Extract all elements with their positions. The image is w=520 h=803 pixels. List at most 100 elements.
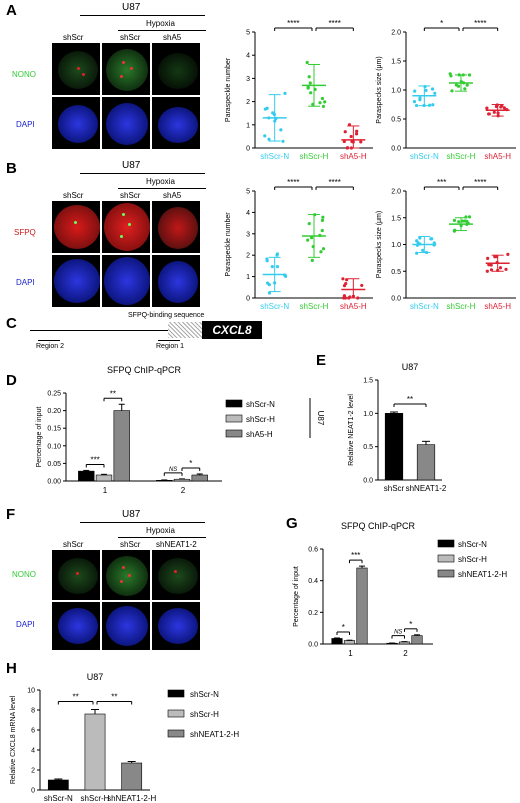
panel-f-cell-line-bar [80,522,205,523]
micrograph-dapi [152,602,200,650]
y-tick-label: 0.0 [391,296,401,303]
bar [411,635,423,645]
micrograph-nono [152,550,200,600]
data-point [506,252,510,256]
chart-title: U87 [87,672,104,682]
bar [84,713,106,791]
data-point [319,250,323,254]
data-point [421,248,425,252]
panel-b-row-label-sfpq: SFPQ [14,228,36,237]
data-point [416,241,420,245]
y-tick-label: 0.4 [308,578,318,585]
bar [416,444,436,481]
data-point [305,60,309,65]
x-tick-label: shA5-H [340,302,367,311]
significance-label: NS [394,630,402,636]
micrograph-dapi [152,255,200,307]
micrograph-nono [52,43,100,95]
micrograph-sfpq [102,201,150,253]
micrograph-dapi [52,602,100,650]
data-point [414,103,419,108]
data-point [267,137,271,141]
micrograph-nono [152,43,200,95]
x-tick-label: shScr-N [44,794,73,803]
bar [398,641,411,645]
y-tick-label: 1.0 [391,242,401,249]
significance-label: *** [437,178,446,187]
x-tick-label: shScr-H [447,152,476,161]
micrograph-dapi [52,97,100,149]
data-point [307,75,311,79]
micrograph-dapi [102,97,150,149]
chart-title: SFPQ ChIP-qPCR [341,521,416,531]
y-tick-label: 2.0 [391,189,401,196]
significance-label: * [409,620,412,629]
panel-a-col-label: shA5 [163,33,182,42]
y-tick-label: 4 [246,53,250,60]
x-tick-label: shScr [384,484,405,493]
legend-label: shScr-H [458,555,487,564]
y-tick-label: 0.0 [391,146,401,153]
panel-label-f: F [6,506,16,523]
y-tick-label: 2.0 [391,30,401,37]
data-point [343,130,347,134]
x-tick-label: shA5-H [340,152,367,161]
significance-label: **** [474,178,486,187]
legend-swatch [167,709,185,718]
y-axis-label: Relative CXCL8 mRNA level [10,695,17,784]
panel-b-col-label: shA5 [163,191,182,200]
panel-label-h: H [6,660,17,677]
data-point [350,139,354,144]
y-tick-label: 0.20 [47,408,61,415]
significance-label: **** [328,178,340,187]
data-point [359,140,363,144]
region1-label: Region 1 [156,343,185,350]
significance-label: * [342,623,345,632]
panel-f-row-label-nono: NONO [12,570,36,579]
y-tick-label: 0.00 [47,479,61,486]
y-tick-label: 3 [246,76,250,83]
binding-sequence-label: SFPQ-binding sequence [128,312,205,319]
data-point [306,238,310,242]
x-tick-label: 1 [348,649,353,658]
x-tick-label: shScr-H [447,302,476,311]
panel-label-c: C [6,315,17,332]
legend-swatch [437,569,455,578]
y-tick-label: 0.15 [47,426,61,433]
legend-swatch [437,539,455,548]
data-point [279,128,283,132]
legend-label: shNEAT1-2-H [458,570,507,579]
micrograph-sfpq [52,201,100,253]
data-point [449,74,453,78]
data-point [457,220,461,224]
legend-label: shNEAT1-2-H [190,730,239,739]
y-tick-label: 0.5 [391,269,401,276]
y-tick-label: 1 [246,122,250,129]
region2-bar [38,340,60,341]
bar [343,640,356,645]
y-tick-label: 10 [27,688,35,695]
x-tick-label: shScr-N [260,152,289,161]
data-point [307,221,311,226]
data-point [321,104,325,109]
significance-label: ** [407,395,413,404]
y-tick-label: 1.5 [363,378,373,385]
bar [384,413,404,481]
y-tick-label: 4 [246,210,250,217]
legend-label: shScr-N [190,690,219,699]
panel-b-cell-line-bar [80,173,205,174]
y-tick-label: 0.0 [363,478,373,485]
panel-a-hypoxia-bar [118,30,206,31]
data-point [431,103,435,107]
legend-swatch [167,729,185,738]
data-point [318,101,322,105]
legend-swatch [225,399,243,408]
data-point [412,100,417,104]
data-point [341,277,345,281]
panel-f-hypoxia-bar [118,537,206,538]
legend-label: shScr-N [458,540,487,549]
y-tick-label: 1 [246,274,250,281]
x-tick-label: shScr-H [300,302,329,311]
panel-b-row-label-dapi: DAPI [16,278,35,287]
